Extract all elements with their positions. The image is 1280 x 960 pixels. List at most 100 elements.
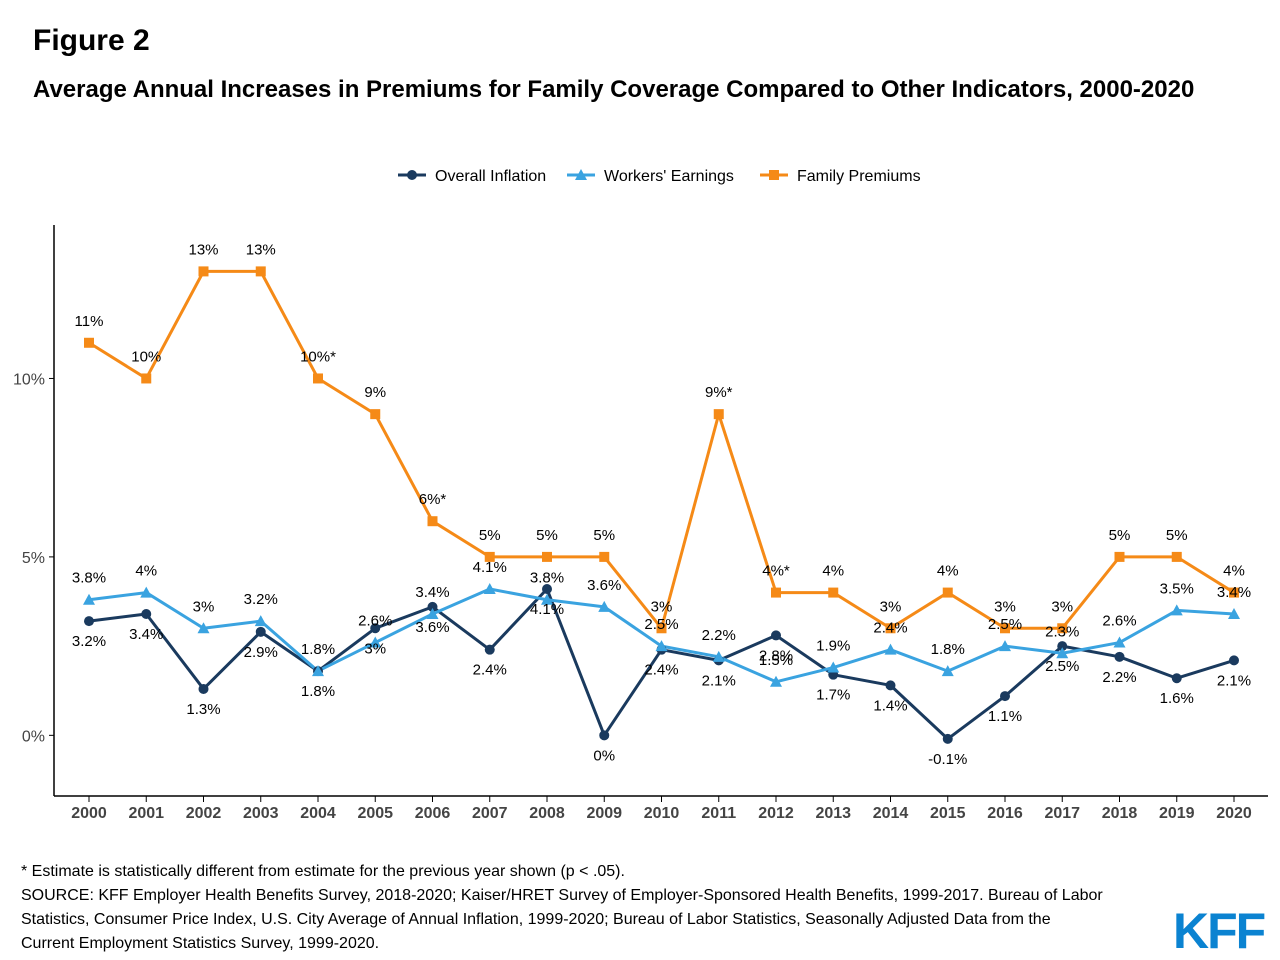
- overall-inflation-data-label: 2.4%: [473, 662, 507, 679]
- overall-inflation-data-label: 2.9%: [244, 644, 278, 661]
- x-tick-label: 2000: [71, 805, 107, 822]
- x-tick-label: 2020: [1216, 805, 1252, 822]
- overall-inflation-data-label: 2.5%: [1045, 658, 1079, 675]
- asterisk-note: * Estimate is statistically different fr…: [21, 863, 625, 880]
- x-tick-label: 2008: [529, 805, 565, 822]
- overall-inflation-data-label: 1.1%: [988, 708, 1022, 725]
- overall-inflation-point: [1171, 673, 1182, 684]
- overall-inflation-data-label: 2.4%: [644, 662, 678, 679]
- family-premiums-data-label: 5%: [1109, 527, 1131, 544]
- overall-inflation-data-label: 3.4%: [129, 626, 163, 643]
- family-premiums-point: [885, 623, 896, 634]
- x-tick-label: 2014: [873, 805, 909, 822]
- workers-earnings-data-label: 2.6%: [358, 613, 392, 630]
- x-tick-label: 2019: [1159, 805, 1195, 822]
- x-tick-label: 2016: [987, 805, 1023, 822]
- workers-earnings-data-label: 4%: [135, 563, 157, 580]
- workers-earnings-data-label: 3.4%: [1217, 584, 1251, 601]
- family-premiums-point: [1057, 623, 1068, 634]
- workers-earnings-point: [884, 643, 897, 655]
- family-premiums-point: [771, 587, 781, 598]
- workers-earnings-point: [655, 640, 668, 652]
- workers-earnings-data-label: 2.2%: [702, 627, 736, 644]
- overall-inflation-point: [1000, 691, 1010, 702]
- workers-earnings-point: [312, 665, 324, 677]
- x-tick-label: 2001: [128, 805, 164, 822]
- family-premiums-data-label: 5%: [1166, 527, 1188, 544]
- x-tick-label: 2018: [1102, 805, 1138, 822]
- workers-earnings-data-label: 3.4%: [415, 584, 449, 601]
- family-premiums-point: [656, 623, 667, 634]
- axes: 0% 5% 10% 2000 2001 2002 2003 2004 2005 2006 2007 2…: [13, 225, 1268, 822]
- x-tick-label: 2006: [415, 805, 451, 822]
- overall-inflation-point: [427, 601, 438, 612]
- family-premiums-line: [88, 269, 1235, 630]
- family-premiums-point: [1171, 551, 1182, 562]
- legend-item-overall-inflation: Overall Inflation: [398, 168, 546, 185]
- legend-marker-workers-earnings: [575, 169, 587, 180]
- overall-inflation-point: [255, 626, 266, 637]
- workers-earnings-point: [1170, 604, 1183, 616]
- workers-earnings-data-label: 3.2%: [244, 591, 278, 608]
- family-premiums-data-label: 4%*: [762, 563, 790, 580]
- workers-earnings-point: [541, 593, 553, 605]
- overall-inflation-data-label: 2.8%: [759, 647, 793, 664]
- workers-earnings-point: [770, 675, 782, 687]
- workers-earnings-point: [712, 650, 725, 662]
- workers-earnings-point: [83, 593, 95, 605]
- source-note-line-3: Current Employment Statistics Survey, 19…: [21, 935, 380, 952]
- x-tick-label: 2011: [701, 805, 736, 822]
- workers-earnings-point: [254, 615, 267, 627]
- kff-logo: KFF: [1173, 903, 1266, 959]
- family-premiums-point: [255, 266, 266, 277]
- workers-earnings-data-label: 1.9%: [816, 638, 850, 655]
- family-premiums-data-label: 5%: [593, 527, 615, 544]
- family-premiums-data-label: 11%: [75, 313, 104, 330]
- x-tick-label: 2015: [930, 805, 966, 822]
- legend-label-family-premiums: Family Premiums: [797, 168, 921, 185]
- family-premiums-point: [370, 409, 381, 420]
- source-note-line-1: SOURCE: KFF Employer Health Benefits Sur…: [21, 887, 1103, 904]
- overall-inflation-point: [885, 680, 896, 691]
- workers-earnings-point: [827, 661, 840, 673]
- legend-label-overall-inflation: Overall Inflation: [435, 168, 546, 185]
- family-premiums-point: [599, 551, 610, 562]
- legend: Overall Inflation Workers' Earnings Family…: [398, 168, 921, 185]
- workers-earnings-data-label: 2.5%: [644, 616, 678, 633]
- overall-inflation-point: [370, 623, 381, 634]
- overall-inflation-data-label: 3%: [364, 640, 386, 657]
- overall-inflation-point: [198, 683, 209, 694]
- family-premiums-data-label: 5%: [479, 527, 501, 544]
- workers-earnings-point: [1113, 636, 1126, 648]
- workers-earnings-point: [1228, 607, 1240, 619]
- x-tick-label: 2005: [357, 805, 393, 822]
- family-premiums-data-label: 13%: [246, 241, 276, 258]
- family-premiums-point: [141, 373, 152, 384]
- workers-earnings-data-label: 2.3%: [1045, 623, 1079, 640]
- overall-inflation-point: [599, 730, 610, 741]
- overall-inflation-point: [141, 608, 152, 619]
- overall-inflation-data-label: 2.2%: [1102, 669, 1136, 686]
- x-tick-label: 2004: [300, 805, 336, 822]
- overall-inflation-point: [484, 644, 495, 655]
- x-tick-label: 2017: [1044, 805, 1080, 822]
- workers-earnings-point: [197, 622, 210, 634]
- workers-earnings-data-label: 3.8%: [530, 570, 564, 587]
- workers-earnings-point: [140, 586, 153, 598]
- overall-inflation-point: [1114, 651, 1125, 662]
- data-labels: 3.2% 3.4% 1.3% 2.9% 1.8% 3% 3.6% 2.4% 4.1% 0% 2.4%…: [72, 241, 1251, 768]
- family-premiums-point: [1114, 551, 1125, 562]
- workers-earnings-data-label: 3.8%: [72, 570, 106, 587]
- family-premiums-data-label: 13%: [188, 241, 218, 258]
- family-premiums-data-label: 3%: [651, 598, 673, 615]
- x-tick-label: 2007: [472, 805, 508, 822]
- family-premiums-point: [1000, 623, 1010, 634]
- workers-earnings-data-label: 2.4%: [873, 620, 907, 637]
- family-premiums-data-label: 10%: [131, 348, 161, 365]
- family-premiums-data-label: 10%*: [300, 348, 336, 365]
- overall-inflation-data-label: 3.6%: [415, 619, 449, 636]
- overall-inflation-point: [1229, 655, 1239, 666]
- workers-earnings-data-label: 2.5%: [988, 616, 1022, 633]
- y-tick-label: 5%: [22, 550, 45, 567]
- legend-label-workers-earnings: Workers' Earnings: [604, 168, 734, 185]
